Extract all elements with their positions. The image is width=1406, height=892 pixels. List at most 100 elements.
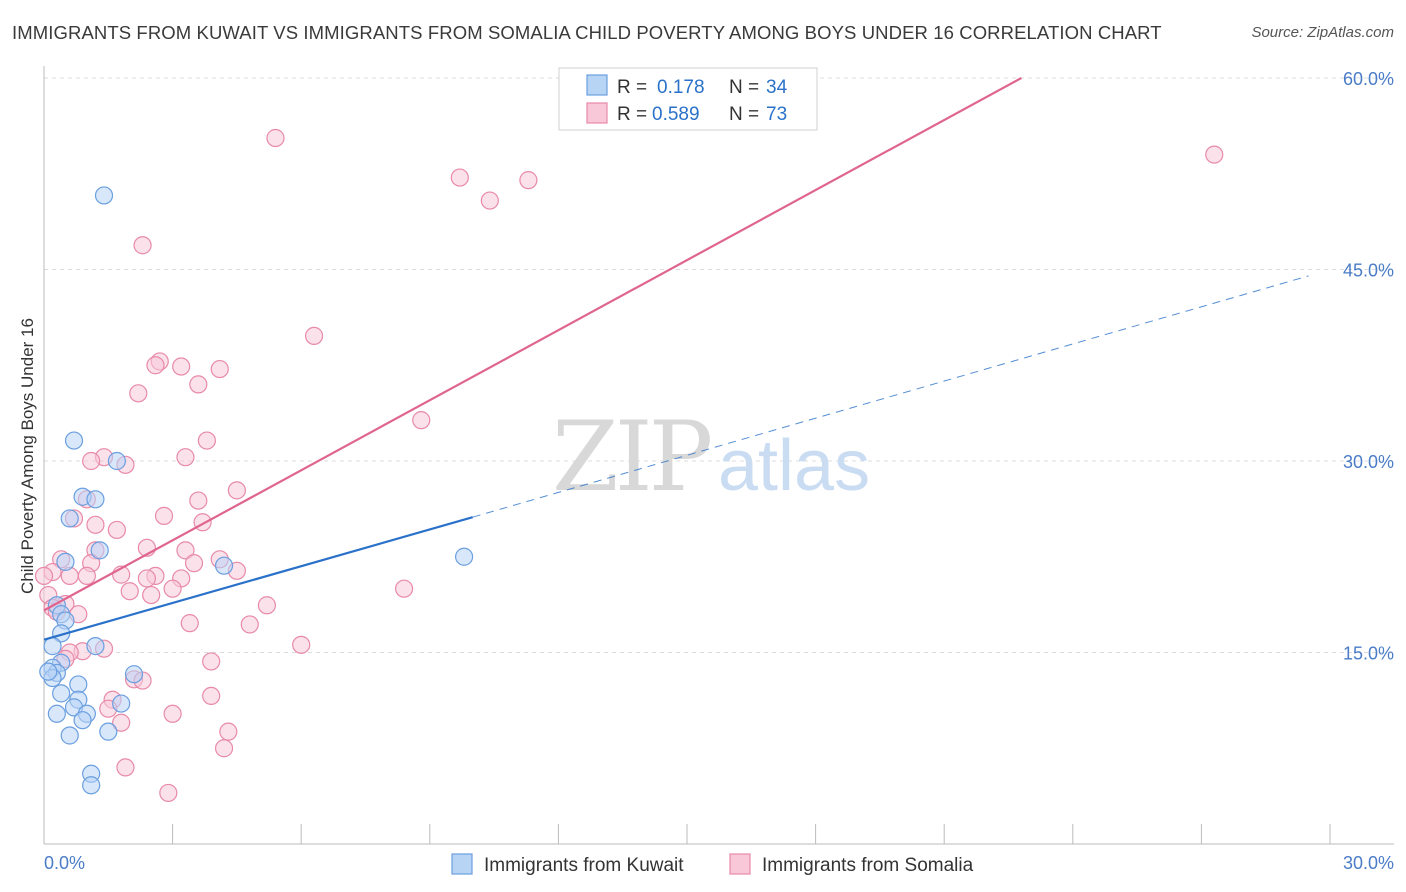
series-legend: Immigrants from Kuwait Immigrants from S…	[451, 853, 974, 876]
somalia-point	[240, 615, 259, 634]
somalia-point	[412, 411, 431, 430]
somalia-point	[120, 582, 139, 601]
kuwait-point	[47, 704, 66, 723]
kuwait-trend-line	[43, 516, 473, 641]
kuwait-point	[112, 694, 131, 713]
somalia-point	[129, 384, 148, 403]
series-legend-swatch-somalia	[729, 853, 751, 875]
somalia-point	[202, 652, 221, 671]
somalia-point	[154, 506, 174, 525]
legend-swatch-kuwait	[586, 74, 608, 96]
kuwait-point	[52, 684, 71, 703]
somalia-trend-line	[43, 77, 1022, 612]
somalia-point	[163, 704, 182, 723]
y-axis-title: Child Poverty Among Boys Under 16	[18, 318, 37, 594]
kuwait-trend-extension	[472, 275, 1309, 518]
somalia-point	[266, 128, 285, 148]
somalia-point	[210, 359, 229, 379]
kuwait-point	[64, 431, 84, 450]
watermark-atlas: atlas	[718, 426, 870, 506]
watermark: ZIP atlas	[552, 401, 870, 513]
kuwait-point	[56, 552, 75, 571]
somalia-point	[304, 326, 324, 345]
series-legend-swatch-kuwait	[451, 853, 473, 875]
tick-labels: 15.0% 30.0% 45.0% 60.0% 0.0% 30.0%	[44, 69, 1394, 873]
somalia-point	[1205, 145, 1224, 164]
kuwait-point	[94, 186, 114, 205]
kuwait-point	[124, 665, 144, 684]
kuwait-point	[82, 776, 101, 795]
somalia-point	[450, 168, 469, 187]
somalia-point	[197, 431, 216, 450]
somalia-point	[82, 451, 101, 471]
chart-title: IMMIGRANTS FROM KUWAIT VS IMMIGRANTS FRO…	[12, 22, 1162, 43]
somalia-point	[176, 448, 195, 467]
somalia-point	[159, 783, 178, 803]
y-tick-label: 60.0%	[1343, 69, 1394, 89]
y-tick-label: 30.0%	[1343, 452, 1394, 472]
series-legend-label-somalia: Immigrants from Somalia	[762, 855, 974, 876]
somalia-point	[116, 758, 135, 777]
legend-n-label-somalia: N =	[729, 104, 759, 125]
kuwait-point	[454, 547, 474, 566]
somalia-point	[480, 191, 499, 210]
watermark-zip: ZIP	[552, 401, 711, 513]
gridlines	[44, 77, 1394, 653]
somalia-point	[180, 614, 199, 633]
legend-r-value-somalia: 0.589	[652, 104, 700, 125]
somalia-point	[34, 566, 54, 586]
somalia-point	[146, 356, 165, 375]
somalia-point	[257, 596, 277, 615]
somalia-point	[227, 481, 246, 500]
x-tick-label: 30.0%	[1343, 853, 1394, 873]
legend-n-value-kuwait: 34	[766, 77, 788, 98]
kuwait-point	[73, 711, 92, 730]
somalia-point	[112, 713, 131, 732]
somalia-point	[86, 515, 105, 534]
somalia-point	[202, 686, 221, 706]
legend-r-label-kuwait: R =	[617, 77, 647, 98]
somalia-point	[163, 579, 182, 598]
somalia-point	[189, 491, 208, 510]
legend-n-label-kuwait: N =	[729, 77, 759, 98]
somalia-point	[394, 579, 414, 598]
kuwait-point	[39, 662, 58, 681]
kuwait-point	[107, 451, 126, 471]
kuwait-point	[69, 675, 88, 694]
legend-r-label-somalia: R =	[617, 104, 647, 125]
source-credit: Source: ZipAtlas.com	[1251, 24, 1394, 41]
kuwait-point	[86, 637, 105, 656]
x-tick-label: 0.0%	[44, 853, 85, 873]
somalia-point	[107, 520, 126, 540]
kuwait-point	[60, 726, 79, 745]
somalia-point	[137, 569, 156, 588]
kuwait-point	[86, 490, 105, 509]
stats-legend: R = 0.178 N = 34 R = 0.589 N = 73	[558, 67, 818, 131]
somalia-point	[214, 739, 234, 758]
kuwait-point	[214, 556, 234, 575]
axes	[43, 66, 1394, 845]
somalia-point	[142, 585, 161, 605]
kuwait-point	[90, 541, 109, 560]
somalia-point	[77, 566, 96, 586]
legend-n-value-somalia: 73	[766, 104, 787, 125]
somalia-point	[519, 171, 538, 190]
somalia-point	[133, 236, 152, 255]
y-tick-label: 15.0%	[1343, 644, 1394, 664]
somalia-point	[219, 722, 238, 741]
somalia-point	[292, 635, 311, 654]
series-legend-label-kuwait: Immigrants from Kuwait	[484, 855, 684, 876]
legend-r-value-kuwait: 0.178	[657, 77, 705, 98]
trend-lines	[43, 77, 1309, 641]
kuwait-point	[60, 509, 79, 528]
kuwait-point	[43, 637, 62, 656]
somalia-point	[172, 357, 191, 376]
y-tick-label: 45.0%	[1343, 261, 1394, 281]
somalia-point	[176, 541, 195, 560]
kuwait-point	[99, 722, 118, 741]
legend-swatch-somalia	[586, 102, 608, 124]
somalia-point	[189, 375, 208, 394]
kuwait-points	[39, 186, 474, 795]
somalia-point	[184, 554, 204, 573]
